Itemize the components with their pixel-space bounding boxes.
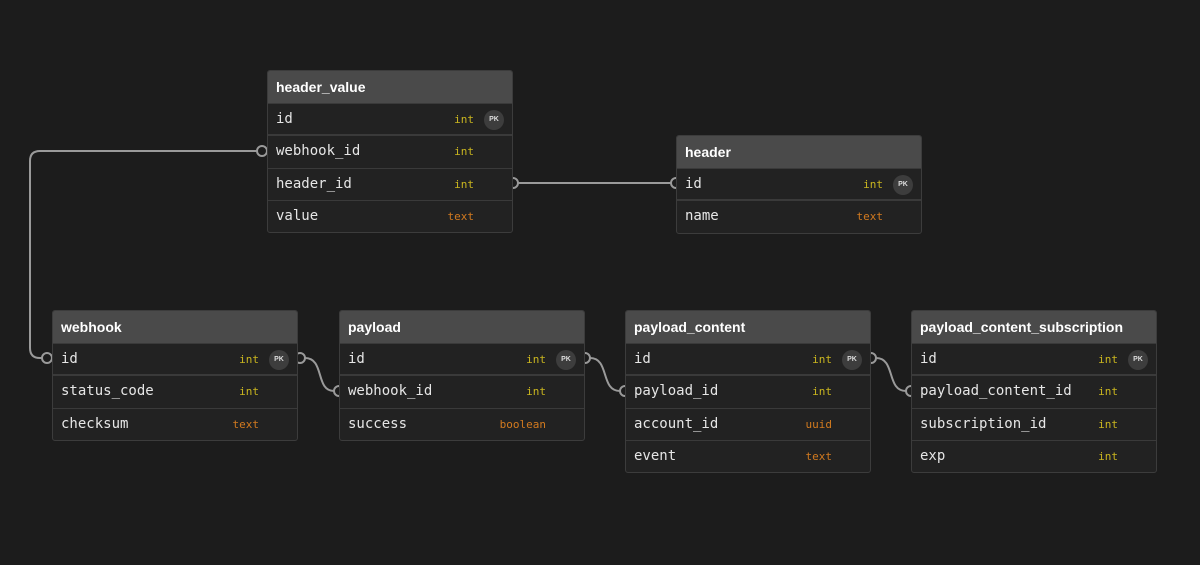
column-row[interactable]: id int PK <box>340 343 584 376</box>
column-name: value <box>276 208 319 224</box>
column-name: payload_content_id <box>920 383 1072 399</box>
column-name: status_code <box>61 383 154 399</box>
column-type: int <box>1098 418 1118 431</box>
table-title: payload_content_subscription <box>912 311 1156 343</box>
column-row[interactable]: event text <box>626 440 870 472</box>
column-name: id <box>348 351 365 367</box>
column-name: webhook_id <box>348 383 433 399</box>
table-header-value[interactable]: header_value id int PK webhook_id int header_i… <box>267 70 513 233</box>
column-name: checksum <box>61 416 129 432</box>
column-name: event <box>634 448 677 464</box>
column-type: text <box>856 210 884 223</box>
column-type: int <box>1098 385 1118 398</box>
column-type: int <box>812 353 832 366</box>
primary-key-badge: PK <box>893 175 913 195</box>
primary-key-badge: PK <box>484 110 504 130</box>
column-row[interactable]: exp int <box>912 440 1156 472</box>
relationship-line <box>875 357 907 392</box>
primary-key-badge: PK <box>556 350 576 370</box>
connector-endpoint-icon <box>256 145 268 157</box>
column-row[interactable]: success boolean <box>340 408 584 440</box>
column-row[interactable]: value text <box>268 200 512 232</box>
column-type: text <box>232 418 260 431</box>
table-title: header_value <box>268 71 512 103</box>
column-row[interactable]: webhook_id int <box>340 376 584 408</box>
primary-key-badge: PK <box>842 350 862 370</box>
column-type: int <box>454 178 474 191</box>
relationship-line <box>304 357 335 392</box>
column-type: int <box>239 385 259 398</box>
column-name: payload_id <box>634 383 719 399</box>
column-name: success <box>348 416 408 432</box>
column-row[interactable]: id int PK <box>912 343 1156 376</box>
column-name: id <box>61 351 78 367</box>
column-row[interactable]: webhook_id int <box>268 136 512 168</box>
column-row[interactable]: status_code int <box>53 376 297 408</box>
relationship-line <box>29 150 262 359</box>
table-title: webhook <box>53 311 297 343</box>
column-type: int <box>1098 353 1118 366</box>
table-payload[interactable]: payload id int PK webhook_id int success boolea… <box>339 310 585 441</box>
column-row[interactable]: name text <box>677 201 921 233</box>
table-header[interactable]: header id int PK name text <box>676 135 922 234</box>
primary-key-badge: PK <box>269 350 289 370</box>
column-row[interactable]: checksum text <box>53 408 297 440</box>
column-row[interactable]: payload_content_id int <box>912 376 1156 408</box>
primary-key-badge: PK <box>1128 350 1148 370</box>
column-name: id <box>276 111 293 127</box>
column-name: header_id <box>276 176 352 192</box>
column-row[interactable]: id int PK <box>268 103 512 136</box>
column-type: text <box>805 450 833 463</box>
table-title: payload_content <box>626 311 870 343</box>
column-name: webhook_id <box>276 143 361 159</box>
column-type: int <box>239 353 259 366</box>
table-title: payload <box>340 311 584 343</box>
column-row[interactable]: account_id uuid <box>626 408 870 440</box>
connector-endpoint-icon <box>41 352 53 364</box>
column-row[interactable]: payload_id int <box>626 376 870 408</box>
column-type: int <box>454 145 474 158</box>
column-row[interactable]: id int PK <box>53 343 297 376</box>
column-type: int <box>526 353 546 366</box>
column-name: id <box>634 351 651 367</box>
column-type: text <box>447 210 475 223</box>
table-webhook[interactable]: webhook id int PK status_code int checksum text <box>52 310 298 441</box>
column-type: int <box>1098 450 1118 463</box>
column-name: subscription_id <box>920 416 1047 432</box>
column-name: exp <box>920 448 946 464</box>
relationship-line <box>589 357 621 392</box>
column-row[interactable]: header_id int <box>268 168 512 200</box>
column-row[interactable]: subscription_id int <box>912 408 1156 440</box>
column-type: boolean <box>499 418 546 431</box>
column-name: id <box>920 351 937 367</box>
column-name: id <box>685 176 702 192</box>
column-type: uuid <box>805 418 833 431</box>
column-type: int <box>812 385 832 398</box>
column-type: int <box>526 385 546 398</box>
column-name: account_id <box>634 416 719 432</box>
column-row[interactable]: id int PK <box>677 168 921 201</box>
column-row[interactable]: id int PK <box>626 343 870 376</box>
column-type: int <box>863 178 883 191</box>
column-type: int <box>454 113 474 126</box>
table-title: header <box>677 136 921 168</box>
column-name: name <box>685 208 719 224</box>
